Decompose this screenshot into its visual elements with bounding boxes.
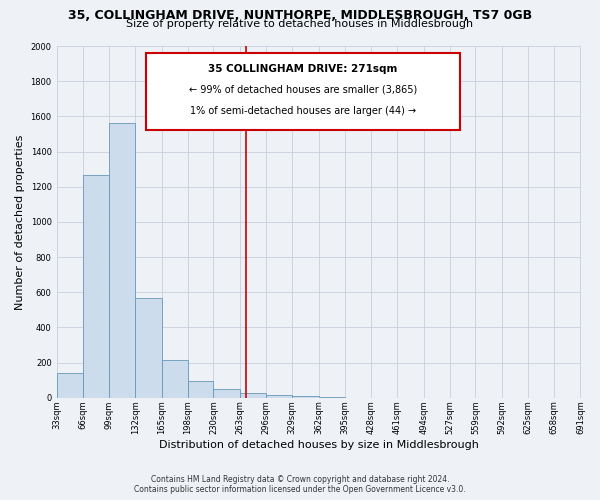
Bar [109, 122, 136, 398]
Text: Contains HM Land Registry data © Crown copyright and database right 2024.
Contai: Contains HM Land Registry data © Crown c… [134, 474, 466, 494]
Bar [83, 176, 109, 398]
Bar [214, 389, 239, 398]
Bar [56, 373, 83, 398]
Bar [136, 298, 161, 398]
Text: ← 99% of detached houses are smaller (3,865): ← 99% of detached houses are smaller (3,… [188, 84, 417, 94]
Bar [239, 392, 266, 398]
FancyBboxPatch shape [146, 53, 460, 130]
Text: 35, COLLINGHAM DRIVE, NUNTHORPE, MIDDLESBROUGH, TS7 0GB: 35, COLLINGHAM DRIVE, NUNTHORPE, MIDDLES… [68, 9, 532, 22]
Text: 35 COLLINGHAM DRIVE: 271sqm: 35 COLLINGHAM DRIVE: 271sqm [208, 64, 397, 74]
Bar [266, 395, 292, 398]
Bar [161, 360, 188, 398]
Y-axis label: Number of detached properties: Number of detached properties [15, 134, 25, 310]
Text: 1% of semi-detached houses are larger (44) →: 1% of semi-detached houses are larger (4… [190, 106, 416, 116]
Bar [188, 381, 214, 398]
Bar [292, 396, 319, 398]
Text: Size of property relative to detached houses in Middlesbrough: Size of property relative to detached ho… [127, 19, 473, 29]
X-axis label: Distribution of detached houses by size in Middlesbrough: Distribution of detached houses by size … [158, 440, 478, 450]
